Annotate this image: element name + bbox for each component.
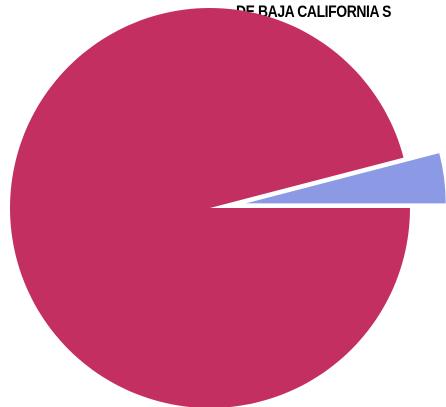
chart-title: DE BAJA CALIFORNIA S — [236, 2, 391, 21]
pie-slice-2 — [245, 153, 446, 204]
pie-slice-1 — [10, 8, 410, 407]
pie-slices — [10, 8, 446, 407]
